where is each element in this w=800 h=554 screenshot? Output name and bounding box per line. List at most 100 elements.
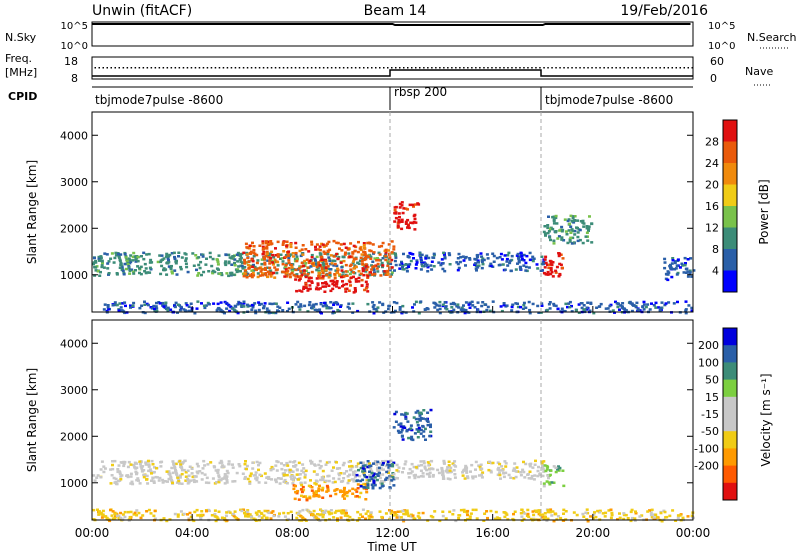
colorbar-segment xyxy=(723,120,737,142)
range-gate-cell xyxy=(146,482,150,485)
range-gate-cell xyxy=(400,201,404,204)
range-gate-cell xyxy=(264,268,267,271)
range-gate-cell xyxy=(508,261,512,265)
range-gate-cell xyxy=(317,489,320,493)
range-gate-cell xyxy=(498,263,502,267)
range-gate-cell xyxy=(576,219,580,222)
range-gate-cell xyxy=(402,519,406,523)
range-gate-cell xyxy=(417,464,421,467)
range-gate-cell xyxy=(327,518,331,521)
range-gate-cell xyxy=(684,262,687,265)
range-gate-cell xyxy=(409,221,413,224)
range-gate-cell xyxy=(404,220,408,224)
range-gate-cell xyxy=(416,436,420,439)
range-gate-cell xyxy=(478,474,481,477)
range-gate-cell xyxy=(227,253,231,257)
range-gate-cell xyxy=(384,512,388,515)
range-gate-cell xyxy=(406,420,410,423)
range-gate-cell xyxy=(624,309,628,312)
range-gate-cell xyxy=(162,305,166,308)
range-gate-cell xyxy=(321,496,325,499)
range-gate-cell xyxy=(348,280,352,284)
range-gate-cell xyxy=(227,460,231,463)
range-gate-cell xyxy=(620,305,624,308)
range-gate-cell xyxy=(265,245,269,248)
range-gate-cell xyxy=(266,270,270,273)
range-gate-cell xyxy=(407,472,411,475)
range-gate-cell xyxy=(246,256,250,260)
range-gate-cell xyxy=(317,269,321,273)
range-gate-cell xyxy=(262,306,265,310)
range-gate-cell xyxy=(422,435,426,438)
range-gate-cell xyxy=(366,241,370,245)
range-gate-cell xyxy=(609,516,613,520)
range-gate-cell xyxy=(522,253,526,257)
range-gate-cell xyxy=(306,266,310,269)
range-gate-cell xyxy=(325,242,329,246)
range-gate-cell xyxy=(202,304,206,307)
range-gate-cell xyxy=(265,476,269,479)
range-gate-cell xyxy=(428,475,432,478)
range-gate-cell xyxy=(561,469,565,472)
range-gate-cell xyxy=(228,256,232,259)
range-gate-cell xyxy=(322,250,326,253)
range-gate-cell xyxy=(363,288,367,292)
range-gate-cell xyxy=(386,264,390,268)
power-cells xyxy=(92,201,696,315)
range-gate-cell xyxy=(231,255,235,258)
nave-dot xyxy=(326,67,329,69)
nave-dot xyxy=(583,67,585,69)
range-gate-cell xyxy=(303,473,307,477)
range-gate-cell xyxy=(446,466,450,469)
range-gate-cell xyxy=(267,476,271,479)
range-gate-cell xyxy=(258,244,262,247)
range-gate-cell xyxy=(348,307,351,310)
range-gate-cell xyxy=(166,261,169,264)
range-gate-cell xyxy=(361,262,365,266)
range-gate-cell xyxy=(96,270,100,273)
range-gate-cell xyxy=(345,282,349,286)
range-gate-cell xyxy=(634,512,638,515)
range-gate-cell xyxy=(329,301,333,304)
range-gate-cell xyxy=(381,303,385,307)
range-gate-cell xyxy=(290,477,294,481)
range-gate-cell xyxy=(404,222,408,225)
range-gate-cell xyxy=(482,258,486,262)
nave-dot xyxy=(451,67,453,69)
range-gate-cell xyxy=(375,267,379,270)
range-gate-cell xyxy=(349,284,352,287)
range-gate-cell xyxy=(343,493,347,496)
range-gate-cell xyxy=(155,301,158,305)
range-gate-cell xyxy=(361,515,364,518)
range-gate-cell xyxy=(125,259,129,263)
colorbar-tick-label: -15 xyxy=(701,408,719,421)
range-gate-cell xyxy=(251,303,254,307)
range-gate-cell xyxy=(166,480,169,483)
range-gate-cell xyxy=(351,487,355,491)
nave-dot xyxy=(254,67,257,69)
range-gate-cell xyxy=(236,251,240,255)
range-gate-cell xyxy=(674,267,678,270)
range-gate-cell xyxy=(531,302,535,306)
range-gate-cell xyxy=(247,267,251,270)
nave-dot xyxy=(531,67,533,69)
range-gate-cell xyxy=(388,486,392,489)
range-gate-cell xyxy=(348,515,352,519)
range-gate-cell xyxy=(684,311,688,315)
range-gate-cell xyxy=(541,465,545,469)
range-gate-cell xyxy=(376,262,380,266)
range-gate-cell xyxy=(192,478,196,482)
nave-dot xyxy=(511,67,513,69)
nave-dot xyxy=(643,67,645,69)
range-gate-cell xyxy=(441,510,445,513)
range-gate-cell xyxy=(465,469,469,473)
nave-dot xyxy=(587,67,589,69)
range-gate-cell xyxy=(276,477,280,480)
range-gate-cell xyxy=(421,417,425,420)
range-gate-cell xyxy=(668,514,672,518)
nave-dot xyxy=(298,67,301,69)
range-gate-cell xyxy=(351,252,355,255)
range-gate-cell xyxy=(329,289,333,293)
range-gate-cell xyxy=(573,219,576,222)
range-gate-cell xyxy=(188,465,192,468)
